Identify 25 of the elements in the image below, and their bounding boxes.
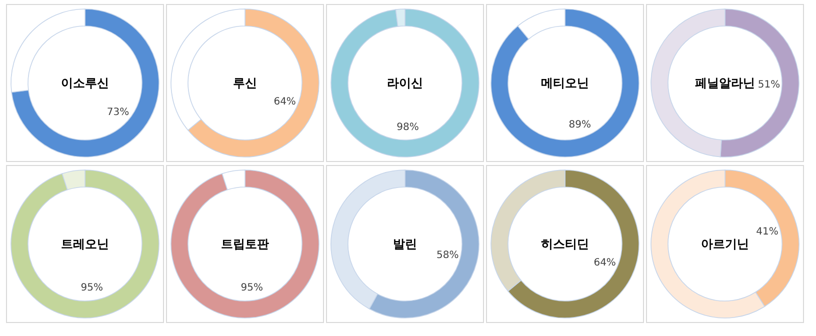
text: 히스티딘 <box>541 237 589 251</box>
text: 트레오닌 <box>61 237 109 251</box>
text: 트립토판 <box>221 237 269 251</box>
data-label: 64% <box>594 258 616 269</box>
data-label: 41% <box>756 226 778 238</box>
data-label: 95% <box>80 282 103 294</box>
data-label: 95% <box>240 282 263 294</box>
text: 라이신 <box>387 76 423 90</box>
donut-slice <box>490 8 640 158</box>
data-label: 98% <box>396 122 419 133</box>
data-label: 51% <box>758 79 780 90</box>
data-label: 58% <box>436 250 459 261</box>
text: 발린 <box>393 237 417 251</box>
donut-slice <box>170 170 320 318</box>
text: 이소루신 <box>61 76 109 90</box>
donut-slice <box>11 8 160 158</box>
data-label: 64% <box>274 96 296 108</box>
data-label: 73% <box>106 107 130 118</box>
data-label: 89% <box>568 119 592 130</box>
donut-slice <box>330 8 480 158</box>
donut-slice <box>10 170 160 318</box>
text: 메티오닌 <box>541 76 589 90</box>
text: 페닐알라닌 <box>695 76 755 90</box>
text: 루신 <box>233 76 257 90</box>
text: 아르기닌 <box>701 237 749 251</box>
